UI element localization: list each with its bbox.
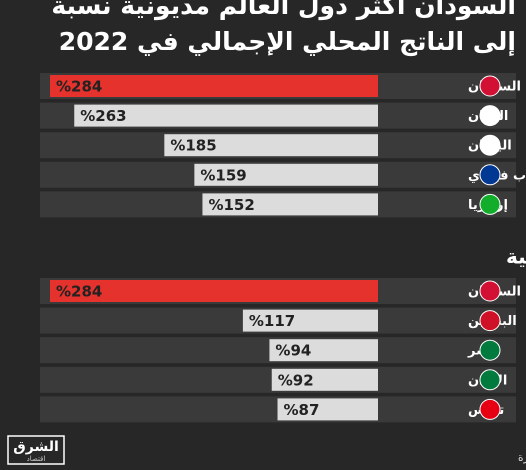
bar [50,280,378,302]
flag [479,134,501,156]
flag [479,339,501,361]
value-label: %152 [208,196,254,214]
flag [479,105,501,127]
value-label: %284 [56,283,102,301]
bar [164,134,378,157]
value-label: %92 [278,371,314,389]
note: ملاحظة: بيانات (لبنان - فنزويلا - سوريا … [518,450,526,464]
logo-box [7,435,65,465]
chart-title: السودان أكثر دول العالم مديونية نسبة إلى… [51,0,516,56]
value-label: %87 [284,401,320,419]
value-label: %185 [170,137,216,155]
bar [50,75,378,97]
flag [479,164,501,186]
bar [242,309,378,332]
value-label: %284 [56,78,102,96]
flag [479,398,501,420]
value-label: %94 [275,342,311,360]
logo-sub: اقتصاد [27,455,46,463]
value-label: %159 [200,166,246,184]
bar [269,339,378,362]
flag [479,75,501,97]
bar [202,193,378,216]
bar [74,104,378,127]
bar [271,368,378,391]
value-label: %117 [249,312,295,330]
bar [277,398,378,421]
bar [194,163,378,186]
value-label: %263 [80,107,126,125]
logo: الشرق [13,439,59,455]
flag [479,193,501,215]
flag [479,369,501,391]
flag [479,310,501,332]
chart-subtitle: أكثر الدول العربية [506,243,526,269]
flag [479,280,501,302]
